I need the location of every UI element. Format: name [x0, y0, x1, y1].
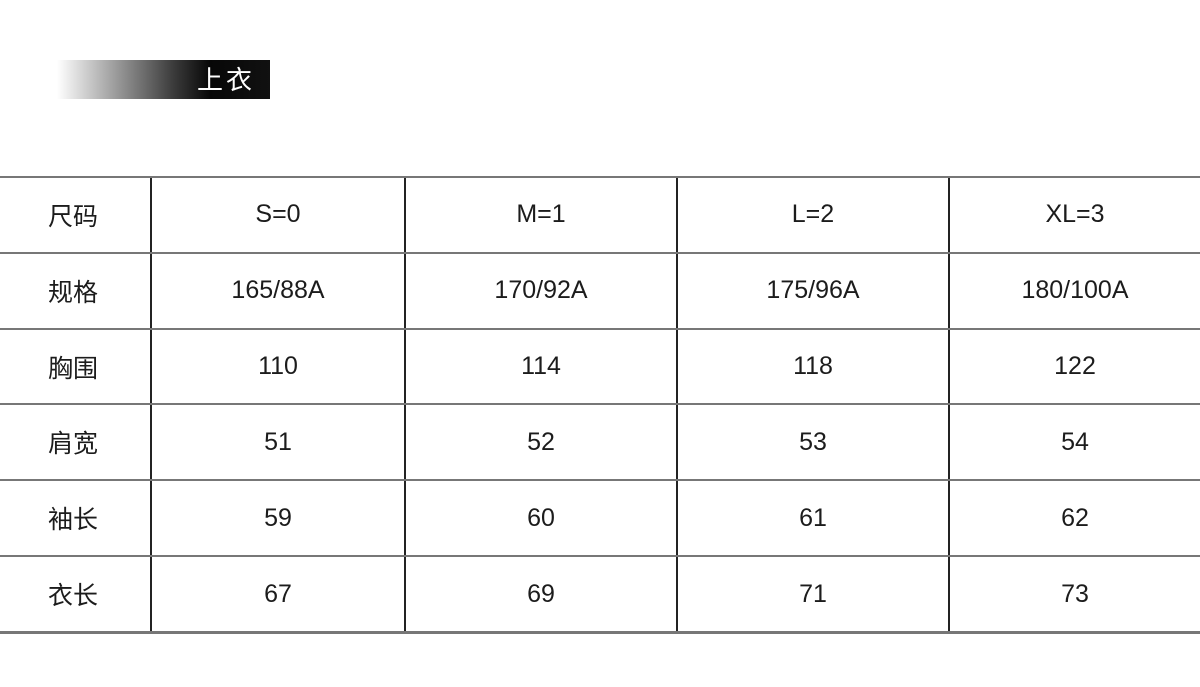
- row-header-cell: 衣长: [0, 557, 152, 631]
- row-header-cell: 尺码: [0, 178, 152, 252]
- table-cell: 67: [152, 557, 406, 631]
- table-cell: XL=3: [1045, 200, 1105, 229]
- section-banner: 上衣: [57, 60, 270, 99]
- table-row-sleeve: 袖长 59 60 61 62: [0, 479, 1200, 556]
- table-cell: 170/92A: [406, 253, 678, 328]
- table-cell: 73: [1061, 579, 1089, 608]
- table-row-length: 衣长 67 69 71 73: [0, 555, 1200, 634]
- table-cell: 59: [152, 481, 406, 556]
- table-cell: 122: [1054, 352, 1096, 381]
- table-cell: 110: [152, 329, 406, 404]
- table-cell: M=1: [406, 178, 678, 252]
- table-cell: 61: [678, 481, 950, 556]
- table-cell: 118: [678, 329, 950, 404]
- table-cell: 180/100A: [1021, 276, 1129, 305]
- table-cell: 69: [406, 557, 678, 631]
- row-header-cell: 规格: [0, 253, 152, 328]
- table-cell: 175/96A: [678, 253, 950, 328]
- table-cell: S=0: [152, 178, 406, 252]
- table-cell: L=2: [678, 178, 950, 252]
- row-header-cell: 肩宽: [0, 405, 152, 480]
- table-cell: 165/88A: [152, 253, 406, 328]
- table-cell: 53: [678, 405, 950, 480]
- table-cell: 51: [152, 405, 406, 480]
- table-cell: 114: [406, 329, 678, 404]
- table-cell: 54: [1061, 427, 1089, 456]
- size-table: 尺码 S=0 M=1 L=2 XL=3 规格 165/88A 170/92A 1…: [0, 176, 1200, 634]
- row-header-cell: 胸围: [0, 329, 152, 404]
- table-cell: 62: [1061, 503, 1089, 532]
- table-cell: 71: [678, 557, 950, 631]
- table-row-spec: 规格 165/88A 170/92A 175/96A 180/100A: [0, 251, 1200, 328]
- table-row-chest: 胸围 110 114 118 122: [0, 327, 1200, 404]
- row-header-cell: 袖长: [0, 481, 152, 556]
- table-row-shoulder: 肩宽 51 52 53 54: [0, 403, 1200, 480]
- section-banner-label: 上衣: [196, 64, 255, 95]
- table-cell: 52: [406, 405, 678, 480]
- table-cell: 60: [406, 481, 678, 556]
- table-row-size: 尺码 S=0 M=1 L=2 XL=3: [0, 176, 1200, 252]
